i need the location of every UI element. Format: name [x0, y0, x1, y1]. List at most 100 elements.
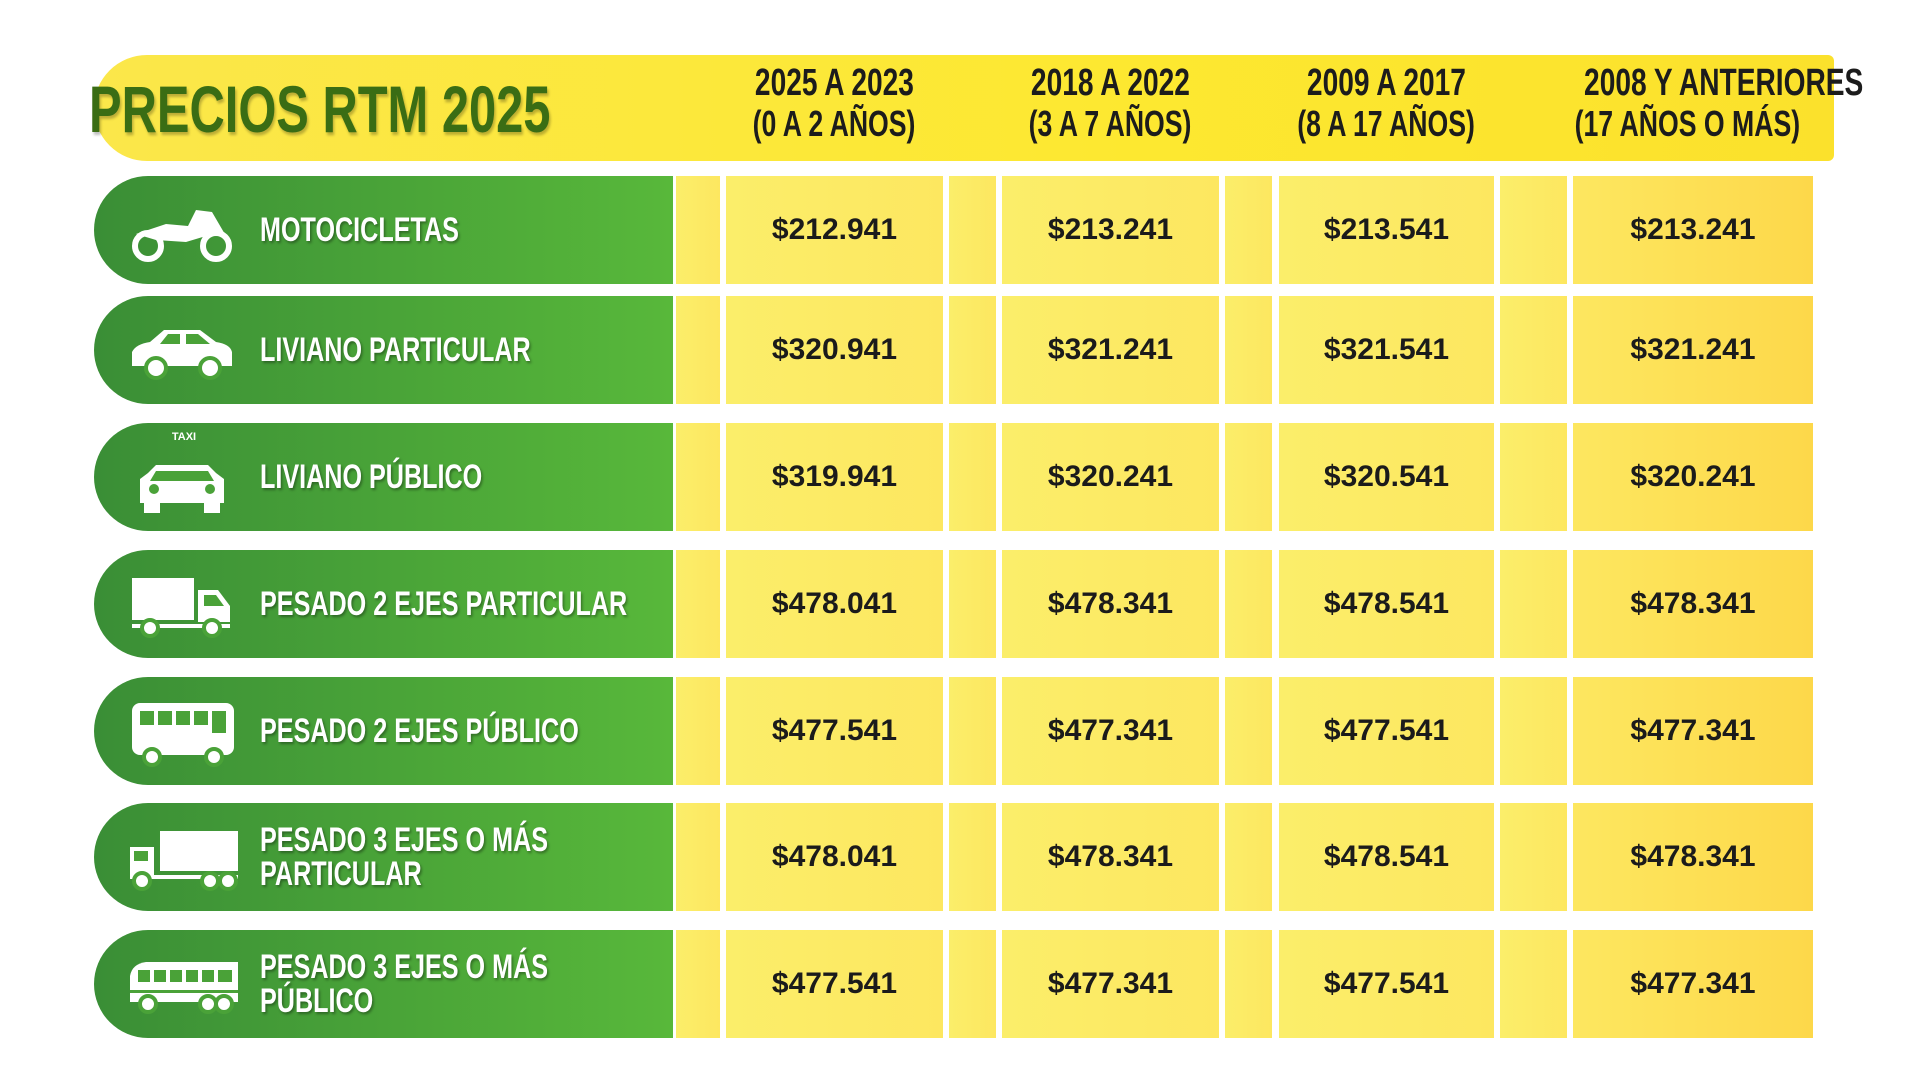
column-ages: (17 AÑOS O MÁS) — [1535, 104, 1835, 144]
row-label: PESADO 2 EJES PARTICULAR — [260, 550, 680, 658]
icon-svg — [132, 703, 234, 767]
years-text: 2009 A 2017 — [1306, 62, 1466, 104]
vehicle-icon — [126, 570, 242, 642]
spacer-cell — [676, 296, 720, 404]
price-cell: $213.541 — [1279, 176, 1494, 284]
price-cell: $213.241 — [1002, 176, 1219, 284]
price-cell: $477.541 — [726, 677, 943, 785]
vehicle-icon — [126, 950, 242, 1022]
column-years: 2018 A 2022 — [960, 62, 1260, 104]
label-line: MOTOCICLETAS — [260, 211, 459, 249]
spacer-cell — [1500, 176, 1567, 284]
price-cell: $477.541 — [1279, 930, 1494, 1038]
price-cell: $477.341 — [1573, 677, 1813, 785]
spacer-cell — [1225, 803, 1272, 911]
vehicle-icon — [126, 443, 242, 515]
spacer-cell — [1500, 803, 1567, 911]
price-cell: $320.541 — [1279, 423, 1494, 531]
price-cell: $477.341 — [1002, 930, 1219, 1038]
price-cell: $477.541 — [726, 930, 943, 1038]
ages-text: (17 AÑOS O MÁS) — [1574, 103, 1801, 144]
price-cell: $478.341 — [1573, 550, 1813, 658]
label-line: PESADO 3 EJES O MÁS — [260, 821, 549, 859]
price-cell: $321.541 — [1279, 296, 1494, 404]
spacer-cell — [676, 677, 720, 785]
price-cell: $478.341 — [1002, 550, 1219, 658]
label-line: PESADO 3 EJES O MÁS — [260, 948, 549, 986]
column-header: 2009 A 2017 (8 A 17 AÑOS) — [1236, 62, 1536, 144]
price-cell: $321.241 — [1002, 296, 1219, 404]
price-cell: $478.341 — [1002, 803, 1219, 911]
price-cell: $320.241 — [1573, 423, 1813, 531]
header-bar — [94, 55, 1834, 161]
icon-svg — [132, 578, 230, 638]
spacer-cell — [676, 803, 720, 911]
years-text: 2008 Y ANTERIORES — [1584, 62, 1864, 104]
price-cell: $321.241 — [1573, 296, 1813, 404]
spacer-cell — [1500, 550, 1567, 658]
label-line: PÚBLICO — [260, 982, 374, 1020]
spacer-cell — [676, 930, 720, 1038]
spacer-cell — [676, 550, 720, 658]
title-text: PRECIOS RTM 2025 — [89, 72, 551, 146]
price-cell: $478.041 — [726, 803, 943, 911]
column-header: 2025 A 2023 (0 A 2 AÑOS) — [684, 62, 984, 144]
row-label: MOTOCICLETAS — [260, 176, 680, 284]
column-ages: (8 A 17 AÑOS) — [1236, 104, 1536, 144]
spacer-cell — [1225, 677, 1272, 785]
years-text: 2018 A 2022 — [1030, 62, 1190, 104]
price-cell: $477.541 — [1279, 677, 1494, 785]
column-years: 2008 Y ANTERIORES — [1535, 62, 1863, 104]
vehicle-icon — [126, 697, 242, 769]
column-header: 2018 A 2022 (3 A 7 AÑOS) — [960, 62, 1260, 144]
spacer-cell — [1225, 296, 1272, 404]
spacer-cell — [949, 296, 996, 404]
spacer-cell — [1225, 930, 1272, 1038]
column-ages: (3 A 7 AÑOS) — [960, 104, 1260, 144]
spacer-cell — [1225, 176, 1272, 284]
price-cell: $478.041 — [726, 550, 943, 658]
ages-text: (8 A 17 AÑOS) — [1297, 103, 1475, 144]
label-line: PESADO 2 EJES PARTICULAR — [260, 585, 628, 623]
vehicle-icon — [126, 196, 242, 268]
spacer-cell — [949, 423, 996, 531]
price-cell: $320.941 — [726, 296, 943, 404]
label-line: LIVIANO PARTICULAR — [260, 331, 531, 369]
row-label: LIVIANO PARTICULAR — [260, 296, 680, 404]
spacer-cell — [949, 677, 996, 785]
spacer-cell — [1500, 677, 1567, 785]
price-cell: $212.941 — [726, 176, 943, 284]
column-header: 2008 Y ANTERIORES (17 AÑOS O MÁS) — [1535, 62, 1864, 144]
icon-svg — [130, 962, 238, 1014]
price-cell: $478.541 — [1279, 803, 1494, 911]
spacer-cell — [949, 930, 996, 1038]
spacer-cell — [1225, 550, 1272, 658]
vehicle-icon — [126, 316, 242, 388]
spacer-cell — [676, 176, 720, 284]
spacer-cell — [949, 803, 996, 911]
price-cell: $320.241 — [1002, 423, 1219, 531]
price-cell: $319.941 — [726, 423, 943, 531]
price-cell: $213.241 — [1573, 176, 1813, 284]
taxi-sign: TAXI — [171, 431, 197, 443]
icon-svg — [140, 465, 224, 513]
spacer-cell — [949, 176, 996, 284]
label-line: LIVIANO PÚBLICO — [260, 458, 483, 496]
row-label: LIVIANO PÚBLICO — [260, 423, 680, 531]
spacer-cell — [676, 423, 720, 531]
icon-svg — [130, 831, 238, 891]
ages-text: (0 A 2 AÑOS) — [752, 103, 916, 144]
column-ages: (0 A 2 AÑOS) — [684, 104, 984, 144]
price-cell: $477.341 — [1002, 677, 1219, 785]
ages-text: (3 A 7 AÑOS) — [1028, 103, 1192, 144]
price-cell: $478.541 — [1279, 550, 1494, 658]
spacer-cell — [1500, 423, 1567, 531]
spacer-cell — [1500, 296, 1567, 404]
label-line: PARTICULAR — [260, 855, 422, 893]
row-label: PESADO 2 EJES PÚBLICO — [260, 677, 680, 785]
label-line: PESADO 2 EJES PÚBLICO — [260, 712, 579, 750]
price-cell: $478.341 — [1573, 803, 1813, 911]
icon-svg — [132, 330, 232, 380]
column-years: 2025 A 2023 — [684, 62, 984, 104]
